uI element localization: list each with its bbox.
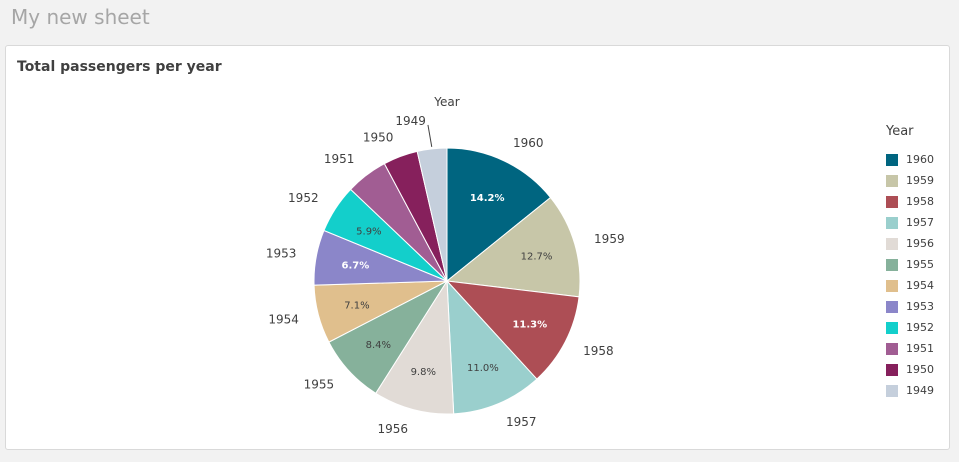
legend-title: Year <box>886 124 914 139</box>
pie-slice-pct-1958: 11.3% <box>512 320 547 331</box>
legend-item-1949[interactable]: 1949 <box>886 380 934 401</box>
pie-slice-pct-1955: 8.4% <box>366 340 391 351</box>
legend-item-1959[interactable]: 1959 <box>886 170 934 191</box>
pie-slice-pct-1959: 12.7% <box>521 251 553 262</box>
legend-label-1956: 1956 <box>906 237 934 250</box>
legend-label-1951: 1951 <box>906 342 934 355</box>
pie-slice-1956[interactable] <box>375 279 455 415</box>
pie-slice-pct-1960: 14.2% <box>470 193 505 204</box>
pie-slice-label-1956: 1956 <box>377 422 408 436</box>
pie-slice-pct-1957: 11.0% <box>467 363 499 374</box>
pie-slice-label-1960: 1960 <box>513 136 544 150</box>
legend-swatch-1953 <box>886 300 898 313</box>
legend-swatch-1955 <box>886 258 898 271</box>
pie-slice-pct-1952: 5.9% <box>356 226 381 237</box>
pie-slice-1960[interactable] <box>446 147 552 283</box>
legend-swatch-1954 <box>886 279 898 292</box>
legend-label-1950: 1950 <box>906 363 934 376</box>
legend-swatch-1959 <box>886 174 898 187</box>
pie-slice-1959[interactable] <box>445 196 581 298</box>
legend-item-1957[interactable]: 1957 <box>886 212 934 233</box>
pie-leader-line-1949 <box>427 124 433 147</box>
pie-slice-label-1949: 1949 <box>395 114 426 128</box>
legend-swatch-1950 <box>886 363 898 376</box>
legend-swatch-1949 <box>886 384 898 397</box>
pie-slice-label-1954: 1954 <box>268 313 299 327</box>
pie-slice-label-1950: 1950 <box>363 131 394 145</box>
legend-label-1949: 1949 <box>906 384 934 397</box>
legend-item-1951[interactable]: 1951 <box>886 338 934 359</box>
pie-slice-pct-1953: 6.7% <box>342 260 370 271</box>
pie-slice-1949[interactable] <box>416 147 448 282</box>
legend-item-1955[interactable]: 1955 <box>886 254 934 275</box>
legend-label-1952: 1952 <box>906 321 934 334</box>
pie-dimension-label: Year <box>433 95 459 109</box>
legend-swatch-1952 <box>886 321 898 334</box>
legend-item-1958[interactable]: 1958 <box>886 191 934 212</box>
pie-slice-label-1955: 1955 <box>304 377 335 391</box>
pie-slice-label-1953: 1953 <box>266 247 297 261</box>
legend-item-1953[interactable]: 1953 <box>886 296 934 317</box>
pie-slice-label-1957: 1957 <box>506 415 537 429</box>
legend-items: 1960 1959 1958 1957 1956 1955 1954 1953 1952 1951… <box>886 149 934 401</box>
legend-swatch-1958 <box>886 195 898 208</box>
legend-swatch-1960 <box>886 153 898 166</box>
pie-slice-1958[interactable] <box>445 280 580 380</box>
pie-slice-label-1958: 1958 <box>583 344 614 358</box>
legend-swatch-1957 <box>886 216 898 229</box>
pie-slice-label-1952: 1952 <box>288 191 319 205</box>
legend-label-1953: 1953 <box>906 300 934 313</box>
pie-slice-1957[interactable] <box>446 279 538 415</box>
chart-title: Total passengers per year <box>17 59 222 75</box>
legend-label-1955: 1955 <box>906 258 934 271</box>
legend-item-1960[interactable]: 1960 <box>886 149 934 170</box>
legend-swatch-1951 <box>886 342 898 355</box>
pie-slice-pct-1954: 7.1% <box>344 300 369 311</box>
legend-label-1954: 1954 <box>906 279 934 292</box>
legend-label-1957: 1957 <box>906 216 934 229</box>
legend-label-1958: 1958 <box>906 195 934 208</box>
legend-swatch-1956 <box>886 237 898 250</box>
chart-legend[interactable]: Year 1960 1959 1958 1957 1956 1955 1954 1953 195… <box>886 124 934 401</box>
pie-slice-pct-1956: 9.8% <box>411 367 436 378</box>
legend-item-1952[interactable]: 1952 <box>886 317 934 338</box>
legend-label-1960: 1960 <box>906 153 934 166</box>
pie-slice-label-1959: 1959 <box>594 232 625 246</box>
sheet-title: My new sheet <box>11 5 150 29</box>
legend-item-1954[interactable]: 1954 <box>886 275 934 296</box>
legend-item-1950[interactable]: 1950 <box>886 359 934 380</box>
pie-slice-label-1951: 1951 <box>324 152 355 166</box>
legend-label-1959: 1959 <box>906 174 934 187</box>
legend-item-1956[interactable]: 1956 <box>886 233 934 254</box>
